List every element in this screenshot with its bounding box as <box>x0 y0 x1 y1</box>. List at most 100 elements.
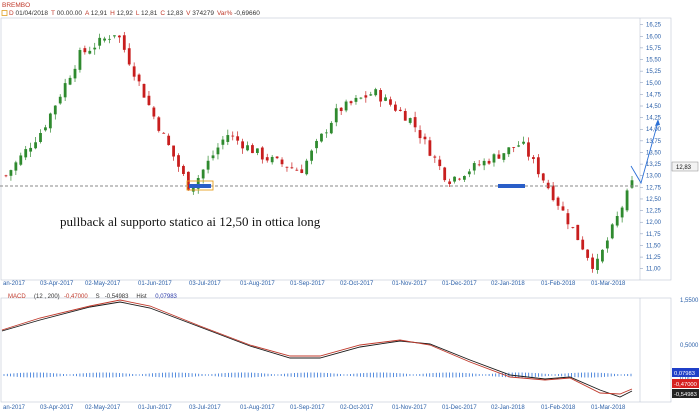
macd-legend-item: Hist <box>136 294 147 300</box>
price-panel: 16,25 16,00 15,75 15,50 15,25 15,00 14,75 14,50… <box>0 17 699 287</box>
support-zone-july <box>189 184 211 188</box>
candle-body <box>472 163 476 171</box>
candle-body <box>172 145 175 157</box>
x-axis-label: an-2017 <box>3 281 26 287</box>
candle-body <box>502 153 506 160</box>
ohlc-value: 00.00.00 <box>55 10 82 17</box>
candle-body <box>117 35 121 38</box>
candle-body <box>68 77 72 85</box>
candle-body <box>260 147 264 160</box>
candle-body <box>103 38 106 41</box>
x-axis-label: 01-Sep-2017 <box>290 281 325 287</box>
macd-params: (12 , 200) <box>34 294 60 300</box>
candle-body <box>334 108 338 123</box>
ohlc-value: 01/04/2018 <box>14 10 49 17</box>
candle-body <box>295 169 299 171</box>
candle-body <box>394 104 397 111</box>
candle-body <box>586 249 590 258</box>
macd-badge-label: -0,54983 <box>674 392 697 398</box>
candle-body <box>305 160 309 175</box>
candle-body <box>300 169 304 173</box>
candle-body <box>329 122 333 134</box>
candle-body <box>630 180 634 188</box>
price-tick-label: 15,50 <box>646 58 662 64</box>
candle-body <box>532 157 535 159</box>
macd-legend-item: -0,54983 <box>105 294 129 300</box>
x-axis-label: 03-Apr-2017 <box>40 405 74 411</box>
candle-body <box>162 132 166 134</box>
candle-body <box>566 213 570 225</box>
candle-body <box>167 135 171 146</box>
x-axis-label: 01-Dec-2017 <box>442 405 477 411</box>
candle-body <box>73 68 77 79</box>
x-axis-label: 01-Aug-2017 <box>240 405 275 411</box>
ohlc-key: T <box>51 10 55 17</box>
candle-body <box>201 169 205 179</box>
candle-body <box>522 141 525 144</box>
candle-body <box>315 140 318 149</box>
x-axis-label: 02-May-2017 <box>85 405 121 411</box>
price-tick-label: 14,75 <box>646 92 662 98</box>
price-tick-label: 13,00 <box>646 174 662 180</box>
ohlc-key: L <box>136 10 140 17</box>
candle-body <box>541 173 545 181</box>
ohlc-value: 12,91 <box>89 10 107 17</box>
candle-body <box>581 239 585 250</box>
macd-tick-label: 0,5000 <box>680 343 699 349</box>
candle-body <box>615 216 619 226</box>
candle-body <box>482 160 486 166</box>
price-tick-label: 14,50 <box>646 104 662 110</box>
ohlc-value: 12,83 <box>165 10 183 17</box>
price-tick-label: 15,75 <box>646 46 662 52</box>
candle-body <box>231 135 235 137</box>
candle-body <box>423 136 427 140</box>
x-axis-label: 01-Feb-2018 <box>541 405 576 411</box>
price-tick-label: 12,75 <box>646 185 662 191</box>
candle-body <box>265 157 269 161</box>
x-axis-label: an-2017 <box>3 405 26 411</box>
candle-body <box>58 96 62 104</box>
x-axis-label: 01-Mar-2018 <box>591 405 626 411</box>
candle-body <box>354 97 358 102</box>
price-tick-label: 13,25 <box>646 162 662 168</box>
x-axis-label: 01-Sep-2017 <box>290 405 325 411</box>
candle-body <box>344 101 348 111</box>
candle-body <box>93 47 97 50</box>
macd-panel: MACD (12 , 200) -0,47000 S -0,54983 Hist 0,0… <box>0 294 699 411</box>
last-price-label: 12,83 <box>676 165 692 171</box>
x-axis-label: 01-Mar-2018 <box>591 281 626 287</box>
candlestick-series <box>4 31 634 274</box>
candle-body <box>137 74 141 82</box>
candle-body <box>605 240 609 249</box>
candle-body <box>546 182 550 189</box>
candle-body <box>48 113 52 129</box>
candle-body <box>467 171 471 175</box>
candle-body <box>551 185 555 201</box>
candle-body <box>517 145 521 147</box>
ohlc-key: Var% <box>217 10 233 17</box>
ohlc-key: A <box>85 10 90 17</box>
candle-body <box>463 175 466 180</box>
candle-body <box>177 155 180 167</box>
candle-body <box>408 118 412 123</box>
price-tick-label: 11,75 <box>646 232 661 238</box>
x-axis-label: 01-Jun-2017 <box>138 281 172 287</box>
price-tick-label: 14,25 <box>646 116 662 122</box>
header-checkbox-icon[interactable] <box>1 10 8 16</box>
candle-body <box>216 147 220 155</box>
chart-annotation: pullback al supporto statico ai 12,50 in… <box>60 214 321 229</box>
x-axis-label: 02-Jan-2018 <box>491 405 525 411</box>
candle-body <box>398 109 402 111</box>
candle-body <box>19 155 23 165</box>
candle-body <box>78 50 82 70</box>
price-tick-label: 14,00 <box>646 127 662 133</box>
candle-body <box>324 132 328 134</box>
x-axis-label: 01-Dec-2017 <box>442 281 477 287</box>
candle-body <box>620 207 624 218</box>
candle-body <box>147 95 151 106</box>
candle-body <box>226 135 230 142</box>
candle-body <box>221 139 225 145</box>
ohlc-value: 12,92 <box>115 10 133 17</box>
price-tick-label: 12,50 <box>646 197 662 203</box>
